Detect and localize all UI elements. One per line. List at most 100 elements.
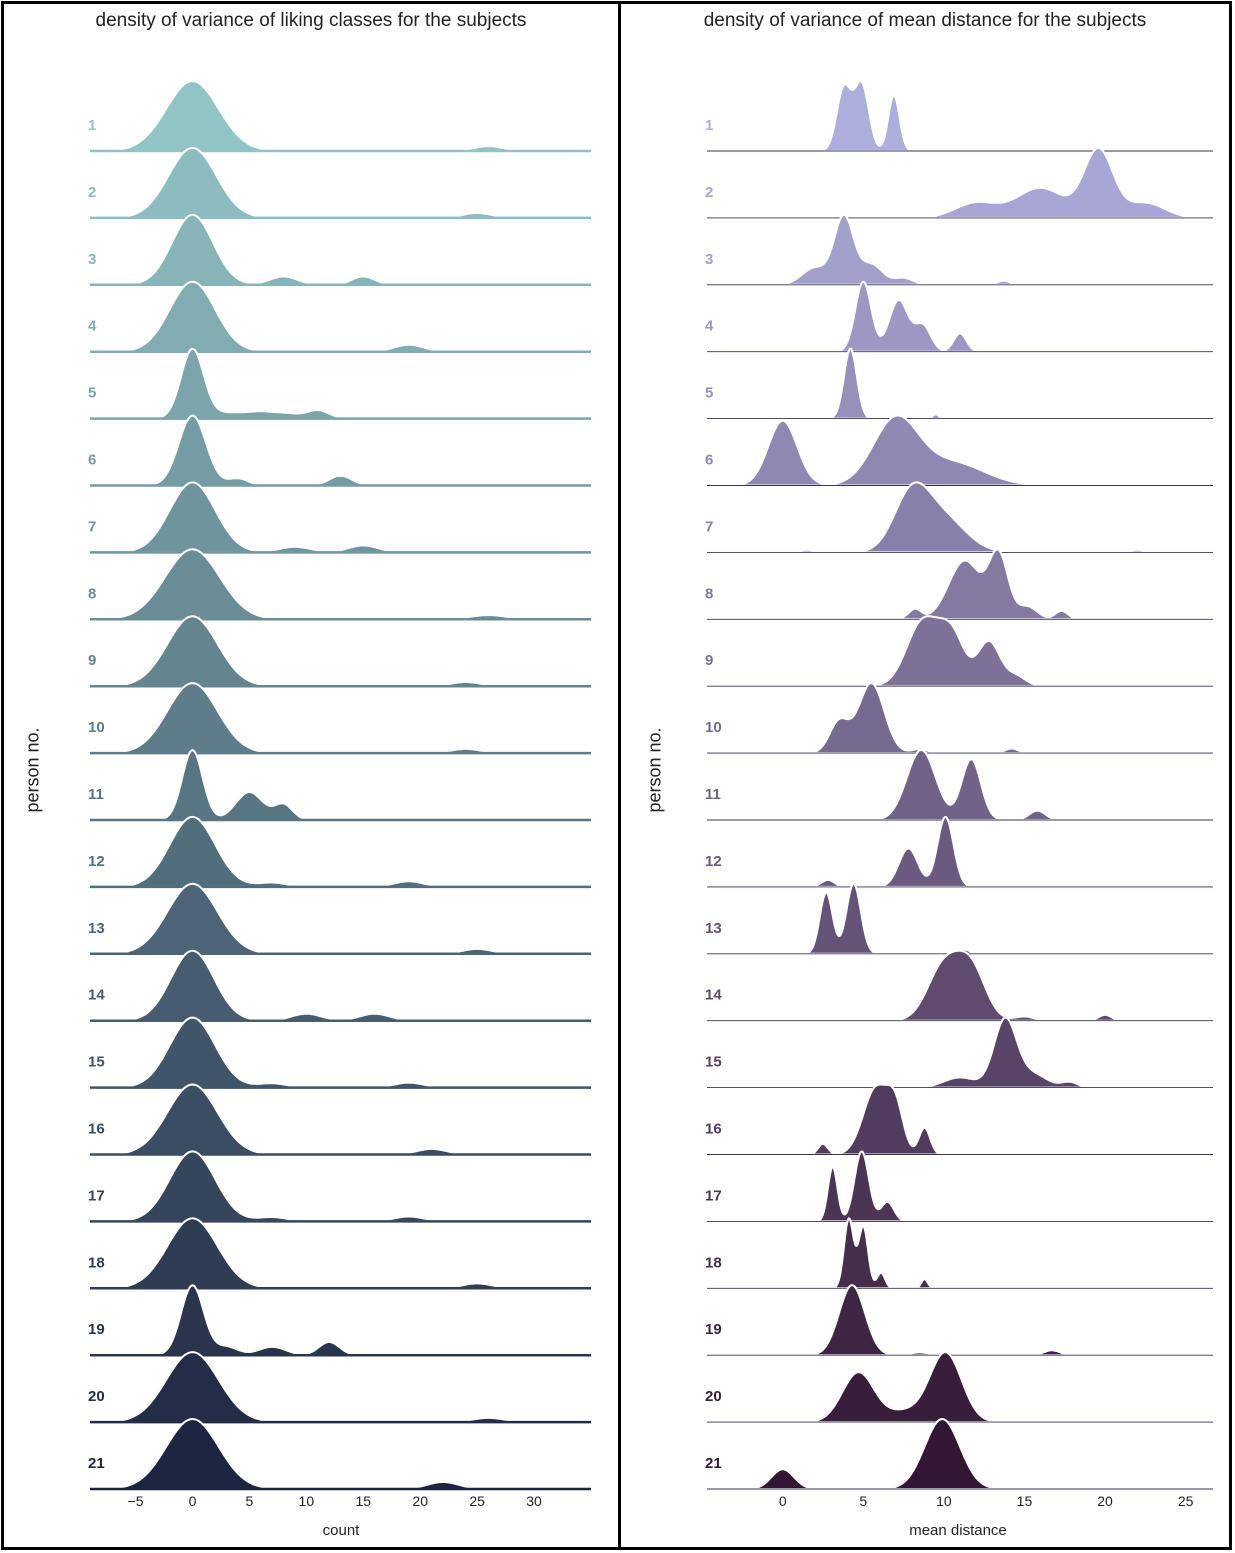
- ridge-person-12: 12: [705, 815, 1213, 888]
- ridge-person-3: 3: [705, 213, 1213, 286]
- x-tick-label: 15: [1017, 1493, 1033, 1509]
- density-area-person-16: [89, 1083, 592, 1156]
- ridge-person-20: 20: [88, 1351, 592, 1424]
- ridge-person-19: 19: [705, 1284, 1213, 1357]
- row-label-person-18: 18: [705, 1254, 722, 1271]
- density-area-person-18: [89, 1217, 592, 1290]
- density-area-person-7: [89, 481, 592, 554]
- ridge-person-8: 8: [88, 548, 592, 621]
- ridge-person-1: 1: [705, 80, 1213, 152]
- right-chart-title: density of variance of mean distance for…: [703, 10, 1147, 31]
- ridge-person-21: 21: [705, 1418, 1213, 1490]
- density-area-person-18: [834, 1217, 937, 1290]
- ridge-person-3: 3: [88, 213, 592, 287]
- row-label-person-1: 1: [88, 117, 96, 134]
- x-tick-label: 15: [355, 1493, 371, 1509]
- density-area-person-4: [826, 280, 990, 353]
- ridge-person-17: 17: [705, 1150, 1213, 1223]
- row-label-person-5: 5: [705, 385, 713, 402]
- density-area-person-19: [797, 1284, 1087, 1357]
- density-area-person-16: [802, 1083, 953, 1156]
- ridge-person-7: 7: [88, 481, 592, 554]
- row-label-person-5: 5: [88, 385, 96, 402]
- ridge-person-5: 5: [88, 347, 592, 420]
- density-area-person-1: [89, 80, 592, 152]
- row-label-person-8: 8: [88, 585, 96, 602]
- left-x-axis-label: count: [322, 1522, 360, 1539]
- ridge-person-13: 13: [88, 882, 592, 956]
- density-area-person-21: [733, 1418, 1018, 1490]
- ridge-person-2: 2: [88, 146, 592, 220]
- density-area-person-19: [89, 1284, 592, 1357]
- density-area-person-13: [89, 882, 592, 955]
- ridge-person-18: 18: [705, 1217, 1213, 1290]
- ridge-person-10: 10: [88, 682, 592, 755]
- density-area-person-9: [852, 615, 1053, 688]
- row-label-person-7: 7: [88, 518, 96, 535]
- ridge-person-6: 6: [705, 414, 1213, 487]
- density-area-person-14: [886, 949, 1139, 1022]
- density-area-person-20: [805, 1351, 1015, 1424]
- density-area-person-13: [797, 882, 1034, 955]
- row-label-person-15: 15: [88, 1054, 105, 1071]
- x-tick-label: 25: [469, 1493, 485, 1509]
- ridge-person-7: 7: [705, 481, 1213, 554]
- row-label-person-18: 18: [88, 1254, 105, 1271]
- ridge-person-13: 13: [705, 882, 1213, 955]
- row-label-person-19: 19: [705, 1321, 722, 1338]
- density-area-person-2: [89, 146, 592, 219]
- row-label-person-6: 6: [705, 452, 713, 469]
- row-label-person-2: 2: [88, 184, 96, 201]
- density-area-person-8: [891, 548, 1087, 621]
- density-area-person-15: [862, 1016, 1090, 1089]
- row-label-person-1: 1: [705, 117, 713, 134]
- x-tick-label: 5: [246, 1493, 254, 1509]
- density-area-person-14: [89, 949, 592, 1022]
- density-area-person-20: [89, 1351, 592, 1424]
- x-tick-label: 5: [859, 1493, 867, 1509]
- ridge-person-12: 12: [88, 815, 592, 889]
- density-area-person-9: [89, 615, 592, 688]
- density-area-person-10: [802, 682, 1039, 755]
- row-label-person-2: 2: [705, 184, 713, 201]
- density-area-person-6: [89, 414, 592, 487]
- density-area-person-17: [89, 1150, 592, 1223]
- row-label-person-11: 11: [705, 786, 721, 803]
- ridge-person-20: 20: [705, 1351, 1213, 1424]
- density-area-person-7: [765, 481, 1184, 554]
- ridge-person-6: 6: [88, 414, 592, 487]
- x-tick-label: 0: [189, 1493, 197, 1509]
- x-tick-label: 25: [1178, 1493, 1194, 1509]
- row-label-person-13: 13: [705, 920, 722, 937]
- density-area-person-3: [89, 213, 592, 286]
- row-label-person-17: 17: [88, 1187, 105, 1204]
- x-tick-label: 0: [779, 1493, 787, 1509]
- row-label-person-21: 21: [705, 1455, 722, 1472]
- ridge-person-14: 14: [705, 949, 1213, 1022]
- ridge-person-4: 4: [88, 280, 592, 353]
- row-label-person-19: 19: [88, 1321, 105, 1338]
- left-ridgeline-panel: density of variance of liking classes fo…: [1, 1, 621, 1550]
- row-label-person-12: 12: [88, 853, 105, 870]
- density-area-person-4: [89, 280, 592, 353]
- x-tick-label: 10: [299, 1493, 315, 1509]
- row-label-person-10: 10: [88, 719, 105, 736]
- density-area-person-21: [89, 1418, 592, 1490]
- density-area-person-10: [89, 682, 592, 755]
- row-label-person-15: 15: [705, 1054, 722, 1071]
- ridge-person-4: 4: [705, 280, 1213, 353]
- right-x-axis-label: mean distance: [909, 1522, 1007, 1539]
- ridge-person-8: 8: [705, 548, 1213, 621]
- x-tick-label: 10: [936, 1493, 952, 1509]
- ridge-person-2: 2: [705, 146, 1213, 219]
- row-label-person-3: 3: [88, 251, 96, 268]
- row-label-person-16: 16: [705, 1121, 722, 1138]
- density-area-person-12: [89, 815, 592, 888]
- row-label-person-6: 6: [88, 452, 96, 469]
- ridge-person-11: 11: [705, 749, 1213, 821]
- row-label-person-20: 20: [705, 1388, 722, 1405]
- density-area-person-8: [89, 548, 592, 621]
- row-label-person-9: 9: [88, 652, 96, 669]
- density-area-person-5: [89, 347, 592, 420]
- density-area-person-15: [89, 1016, 592, 1089]
